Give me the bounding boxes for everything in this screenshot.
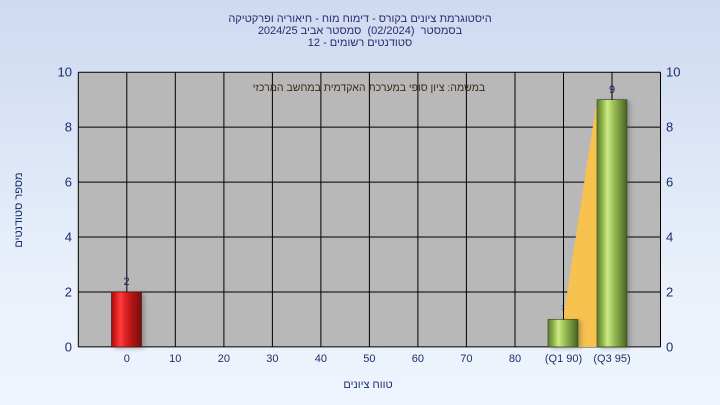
svg-text:במשמה: ציון סופי במערכת האקדמי: במשמה: ציון סופי במערכת האקדמית במחשב המ… xyxy=(253,82,485,94)
svg-text:20: 20 xyxy=(218,353,230,365)
svg-text:10: 10 xyxy=(58,65,72,80)
svg-text:70: 70 xyxy=(460,353,472,365)
svg-text:60: 60 xyxy=(412,353,424,365)
svg-text:2: 2 xyxy=(666,285,673,300)
svg-text:6: 6 xyxy=(666,175,673,190)
svg-text:2: 2 xyxy=(123,276,129,288)
svg-text:40: 40 xyxy=(315,353,327,365)
svg-text:4: 4 xyxy=(65,230,72,245)
svg-text:0: 0 xyxy=(666,340,673,355)
svg-text:10: 10 xyxy=(666,65,680,80)
svg-text:50: 50 xyxy=(363,353,375,365)
svg-text:30: 30 xyxy=(266,353,278,365)
svg-text:טווח ציונים: טווח ציונים xyxy=(343,379,392,391)
svg-text:0: 0 xyxy=(124,353,130,365)
svg-text:מספר סטודנטים: מספר סטודנטים xyxy=(13,172,25,247)
svg-text:8: 8 xyxy=(65,120,72,135)
svg-text:10: 10 xyxy=(169,353,181,365)
svg-text:8: 8 xyxy=(666,120,673,135)
svg-text:2: 2 xyxy=(65,285,72,300)
svg-text:0: 0 xyxy=(65,340,72,355)
svg-text:(Q1 90): (Q1 90) xyxy=(545,353,582,365)
svg-text:(Q3 95): (Q3 95) xyxy=(593,353,630,365)
svg-text:80: 80 xyxy=(509,353,521,365)
svg-text:4: 4 xyxy=(666,230,673,245)
svg-text:6: 6 xyxy=(65,175,72,190)
